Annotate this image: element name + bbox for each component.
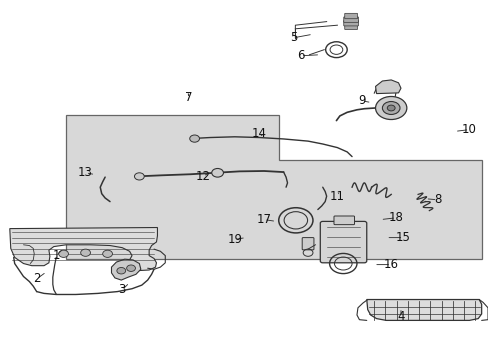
Polygon shape xyxy=(10,228,157,271)
Text: 19: 19 xyxy=(227,233,242,246)
Text: 17: 17 xyxy=(256,213,271,226)
FancyBboxPatch shape xyxy=(344,24,357,30)
Text: 11: 11 xyxy=(329,190,344,203)
Text: 15: 15 xyxy=(395,231,410,244)
Text: 4: 4 xyxy=(396,310,404,323)
FancyBboxPatch shape xyxy=(333,216,354,225)
Polygon shape xyxy=(375,80,400,94)
Circle shape xyxy=(81,249,90,256)
Text: 10: 10 xyxy=(461,123,476,136)
Text: 12: 12 xyxy=(195,170,210,183)
Polygon shape xyxy=(366,300,481,320)
Polygon shape xyxy=(66,115,481,259)
Text: 13: 13 xyxy=(78,166,93,179)
Text: 16: 16 xyxy=(383,258,398,271)
Circle shape xyxy=(59,250,68,257)
Circle shape xyxy=(134,173,144,180)
Circle shape xyxy=(382,102,399,114)
FancyBboxPatch shape xyxy=(302,238,313,250)
FancyBboxPatch shape xyxy=(343,17,358,22)
Circle shape xyxy=(117,267,125,274)
Text: 3: 3 xyxy=(118,283,126,296)
FancyBboxPatch shape xyxy=(320,221,366,263)
Text: 8: 8 xyxy=(433,193,441,206)
Text: 18: 18 xyxy=(388,211,403,224)
Text: 14: 14 xyxy=(251,127,266,140)
Polygon shape xyxy=(111,259,141,280)
Circle shape xyxy=(375,96,406,120)
Text: 9: 9 xyxy=(357,94,365,107)
Circle shape xyxy=(189,135,199,142)
Circle shape xyxy=(126,265,135,271)
FancyBboxPatch shape xyxy=(343,21,358,26)
Circle shape xyxy=(211,168,223,177)
Text: 5: 5 xyxy=(289,31,297,44)
Circle shape xyxy=(386,105,394,111)
FancyBboxPatch shape xyxy=(344,13,357,19)
Text: 6: 6 xyxy=(296,49,304,62)
Text: 2: 2 xyxy=(33,273,41,285)
Text: 1: 1 xyxy=(52,249,60,262)
Circle shape xyxy=(102,250,112,257)
Text: 7: 7 xyxy=(184,91,192,104)
